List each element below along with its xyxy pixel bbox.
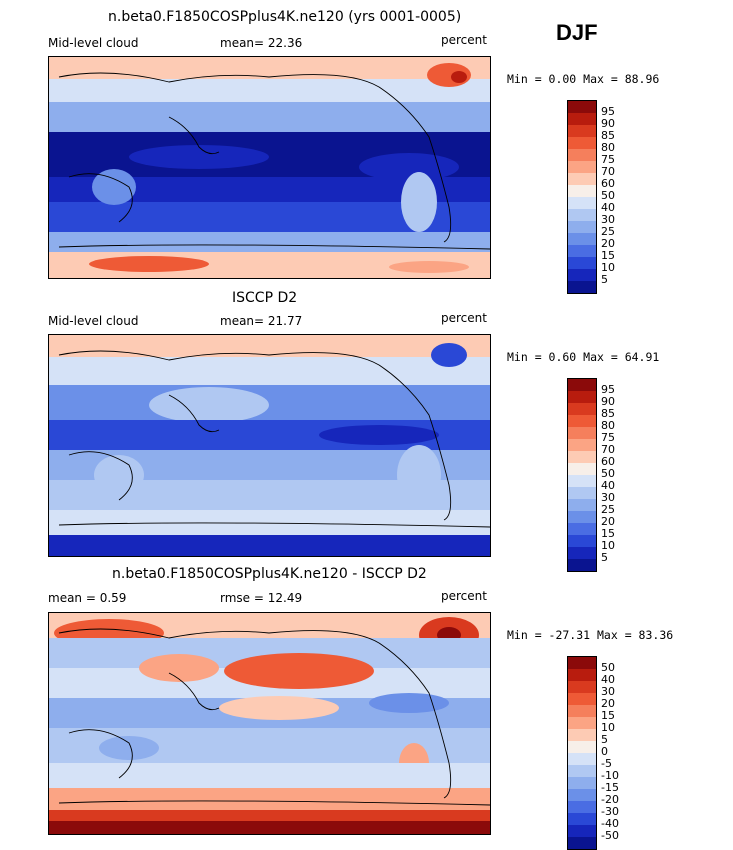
colorbar-tick-label: 70 [601,443,615,456]
colorbar-tick-label: 40 [601,673,615,686]
colorbar-tick-label: 80 [601,141,615,154]
colorbar-tick-label: 5 [601,733,608,746]
colorbar-tick-label: 50 [601,661,615,674]
colorbar-tick-label: 10 [601,539,615,552]
panel-1-variable-label: Mid-level cloud [48,36,139,50]
colorbar-tick-label: 75 [601,431,615,444]
colorbar-tick-label: -5 [601,757,612,770]
colorbar-tick-label: 5 [601,273,608,286]
colorbar-tick-label: 80 [601,419,615,432]
panel-2-map [48,334,491,557]
panel-3-units-label: percent [441,589,487,603]
colorbar-tick-label: 20 [601,237,615,250]
colorbar-tick-label: -15 [601,781,619,794]
colorbar-tick-label: 95 [601,105,615,118]
colorbar-tick-label: 15 [601,249,615,262]
panel-2-title: ISCCP D2 [232,290,298,306]
panel-3-minmax: Min = -27.31 Max = 83.36 [507,628,674,642]
colorbar-tick-label: 30 [601,213,615,226]
colorbar-tick-label: 30 [601,685,615,698]
panel-3-map [48,612,491,835]
panel-3-colorbar [567,656,597,850]
panel-2-minmax: Min = 0.60 Max = 64.91 [507,350,660,364]
panel-2-mean-label: mean= 21.77 [220,314,303,328]
colorbar-tick-label: 50 [601,189,615,202]
panel-1-units-label: percent [441,33,487,47]
colorbar-tick-label: 40 [601,201,615,214]
panel-3-title: n.beta0.F1850COSPplus4K.ne120 - ISCCP D2 [112,566,427,582]
colorbar-tick-label: 40 [601,479,615,492]
colorbar-tick-label: 75 [601,153,615,166]
panel-1-mean-label: mean= 22.36 [220,36,303,50]
colorbar-tick-label: -10 [601,769,619,782]
colorbar-tick-label: 25 [601,503,615,516]
panel-1-map-svg [49,57,490,278]
panel-1-minmax: Min = 0.00 Max = 88.96 [507,72,660,86]
colorbar-tick-label: 15 [601,527,615,540]
colorbar-tick-label: 10 [601,261,615,274]
colorbar-tick-label: 50 [601,467,615,480]
colorbar-tick-label: 85 [601,129,615,142]
season-label: DJF [556,20,598,45]
colorbar-tick-label: 95 [601,383,615,396]
colorbar-tick-label: 30 [601,491,615,504]
panel-2-map-svg [49,335,490,556]
panel-2-units-label: percent [441,311,487,325]
colorbar-tick-label: 70 [601,165,615,178]
colorbar-tick-label: 10 [601,721,615,734]
panel-1-map [48,56,491,279]
colorbar-tick-label: -30 [601,805,619,818]
panel-3-rmse-label: rmse = 12.49 [220,591,303,605]
colorbar-tick-label: 0 [601,745,608,758]
colorbar-tick-label: 60 [601,455,615,468]
colorbar-tick-label: 20 [601,515,615,528]
colorbar-tick-label: 90 [601,395,615,408]
colorbar-tick-label: 5 [601,551,608,564]
colorbar-tick-label: -50 [601,829,619,842]
panel-1-title: n.beta0.F1850COSPplus4K.ne120 (yrs 0001-… [108,9,462,25]
panel-3-map-svg [49,613,490,834]
colorbar-tick-label: 90 [601,117,615,130]
colorbar-tick-label: 60 [601,177,615,190]
colorbar-tick-label: 15 [601,709,615,722]
colorbar-tick-label: 85 [601,407,615,420]
panel-2-colorbar [567,378,597,572]
colorbar-tick-label: 20 [601,697,615,710]
colorbar-tick-label: -40 [601,817,619,830]
panel-1-colorbar [567,100,597,294]
colorbar-tick-label: -20 [601,793,619,806]
panel-2-variable-label: Mid-level cloud [48,314,139,328]
panel-3-mean-label: mean = 0.59 [48,591,127,605]
colorbar-tick-label: 25 [601,225,615,238]
